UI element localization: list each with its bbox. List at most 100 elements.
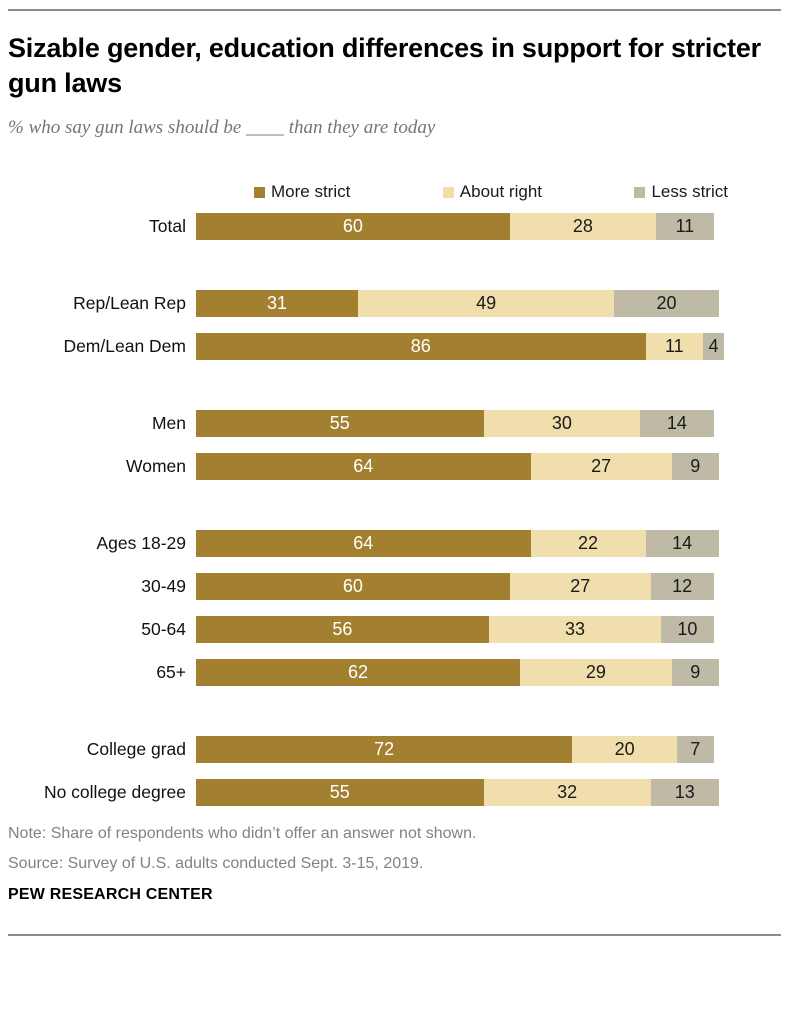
value-label: 7 xyxy=(690,739,701,760)
value-label: 11 xyxy=(664,336,684,357)
segment-about-right: 30 xyxy=(483,410,641,438)
value-label: 14 xyxy=(672,533,693,554)
row-label: College grad xyxy=(86,739,186,760)
row-label: 30-49 xyxy=(141,576,186,597)
segment-less-strict: 14 xyxy=(645,530,719,558)
value-label: 9 xyxy=(690,662,701,683)
segment-more-strict: 56 xyxy=(196,616,489,644)
segment-about-right: 33 xyxy=(488,616,662,644)
bar-row-65: 65+ 62 29 9 xyxy=(8,659,781,687)
segment-more-strict: 72 xyxy=(196,736,573,764)
bar-group: Total 60 28 11 xyxy=(8,213,781,241)
value-label: 72 xyxy=(374,739,395,760)
segment-less-strict: 9 xyxy=(671,453,719,481)
more-strict-swatch-icon xyxy=(254,186,265,198)
value-label: 14 xyxy=(666,413,687,434)
segment-less-strict: 13 xyxy=(650,779,719,807)
segment-about-right: 27 xyxy=(530,453,672,481)
bar-row-rep-lean-rep: Rep/Lean Rep 31 49 20 xyxy=(8,290,781,318)
bar-track: 55 30 14 xyxy=(196,410,724,438)
legend-label: More strict xyxy=(271,182,351,202)
bar-group: College grad 72 20 7 No college degree 55 32 13 xyxy=(8,736,781,807)
segment-less-strict: 10 xyxy=(661,616,714,644)
segment-more-strict: 60 xyxy=(196,573,510,601)
segment-about-right: 32 xyxy=(483,779,651,807)
value-label: 31 xyxy=(267,293,288,314)
segment-more-strict: 55 xyxy=(196,410,484,438)
value-label: 49 xyxy=(476,293,497,314)
bar-group: Men 55 30 14 Women 64 27 9 xyxy=(8,410,781,481)
row-label: Ages 18-29 xyxy=(96,533,186,554)
brand-name: PEW RESEARCH CENTER xyxy=(8,886,213,904)
about-right-swatch-icon xyxy=(442,186,454,198)
value-label: 4 xyxy=(708,336,719,357)
row-label: Rep/Lean Rep xyxy=(73,293,186,314)
segment-more-strict: 62 xyxy=(196,659,521,687)
segment-about-right: 27 xyxy=(509,573,651,601)
page-title: Sizable gender, education differences in… xyxy=(8,33,761,98)
chart-subtitle: % who say gun laws should be ____ than t… xyxy=(8,117,436,139)
bar-track: 31 49 20 xyxy=(196,290,724,318)
bar-row-30-49: 30-49 60 27 12 xyxy=(8,573,781,601)
legend: More strict About right Less strict xyxy=(204,182,732,202)
row-label: Men xyxy=(151,413,186,434)
bottom-rule xyxy=(8,934,781,937)
value-label: 56 xyxy=(332,619,353,640)
row-label: Total xyxy=(149,216,186,237)
value-label: 55 xyxy=(329,782,350,803)
page: Sizable gender, education differences in… xyxy=(0,9,789,937)
legend-item-less-strict: Less strict xyxy=(634,182,728,202)
segment-more-strict: 60 xyxy=(196,213,510,241)
value-label: 11 xyxy=(675,216,695,237)
legend-item-more-strict: More strict xyxy=(254,182,350,202)
bar-track: 60 28 11 xyxy=(196,213,724,241)
top-rule xyxy=(8,9,781,11)
legend-label: Less strict xyxy=(651,182,728,202)
bar-group: Ages 18-29 64 22 14 30-49 60 27 12 50-64 56 33 10 65… xyxy=(8,530,781,687)
bar-group: Rep/Lean Rep 31 49 20 Dem/Lean Dem 86 11 4 xyxy=(8,290,781,361)
stacked-bar-chart: Total 60 28 11 Rep/Lean Rep 31 49 20 Dem/Lean De… xyxy=(8,213,781,807)
less-strict-swatch-icon xyxy=(634,186,646,198)
segment-less-strict: 11 xyxy=(656,213,714,241)
value-label: 28 xyxy=(572,216,593,237)
value-label: 10 xyxy=(677,619,698,640)
value-label: 30 xyxy=(551,413,572,434)
value-label: 62 xyxy=(348,662,369,683)
value-label: 55 xyxy=(329,413,350,434)
footer-source: Source: Survey of U.S. adults conducted … xyxy=(8,855,424,873)
value-label: 29 xyxy=(585,662,606,683)
footer-note: Note: Share of respondents who didn’t of… xyxy=(8,825,477,843)
segment-more-strict: 55 xyxy=(196,779,484,807)
segment-about-right: 28 xyxy=(509,213,657,241)
segment-about-right: 20 xyxy=(572,736,677,764)
legend-item-about-right: About right xyxy=(442,182,542,202)
bar-row-ages-18-29: Ages 18-29 64 22 14 xyxy=(8,530,781,558)
value-label: 12 xyxy=(672,576,693,597)
value-label: 64 xyxy=(353,456,374,477)
row-label: 50-64 xyxy=(141,619,186,640)
segment-less-strict: 4 xyxy=(703,333,724,361)
bar-row-college-grad: College grad 72 20 7 xyxy=(8,736,781,764)
value-label: 22 xyxy=(578,533,599,554)
row-label: Dem/Lean Dem xyxy=(63,336,186,357)
value-label: 20 xyxy=(656,293,677,314)
segment-less-strict: 7 xyxy=(676,736,714,764)
value-label: 20 xyxy=(614,739,635,760)
bar-track: 64 27 9 xyxy=(196,453,724,481)
segment-less-strict: 12 xyxy=(650,573,714,601)
bar-track: 55 32 13 xyxy=(196,779,724,807)
value-label: 33 xyxy=(564,619,586,640)
segment-more-strict: 86 xyxy=(196,333,646,361)
value-label: 9 xyxy=(690,456,701,477)
value-label: 86 xyxy=(410,336,431,357)
bar-row-dem-lean-dem: Dem/Lean Dem 86 11 4 xyxy=(8,333,781,361)
value-label: 60 xyxy=(342,216,363,237)
row-label: No college degree xyxy=(43,782,186,803)
bar-row-total: Total 60 28 11 xyxy=(8,213,781,241)
value-label: 27 xyxy=(570,576,591,597)
row-label: 65+ xyxy=(156,662,186,683)
bar-row-women: Women 64 27 9 xyxy=(8,453,781,481)
bar-track: 72 20 7 xyxy=(196,736,724,764)
bar-track: 86 11 4 xyxy=(196,333,724,361)
bar-track: 60 27 12 xyxy=(196,573,724,601)
